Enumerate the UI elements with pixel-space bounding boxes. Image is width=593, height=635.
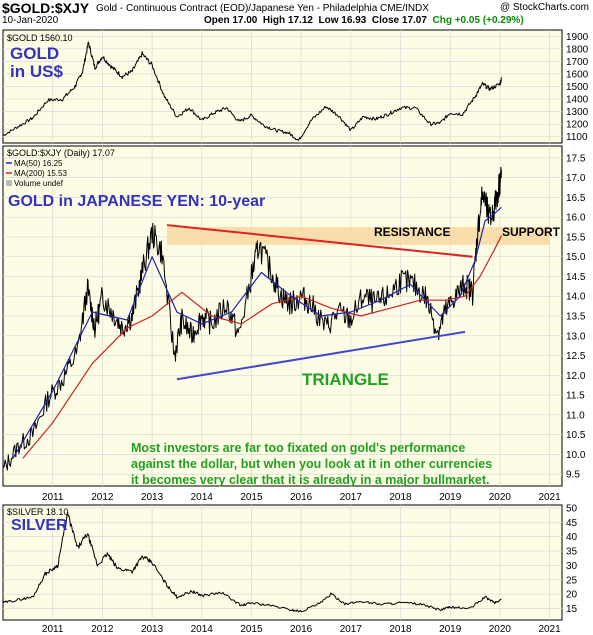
gold-jpy-panel-ytick-label: 16.5 (566, 193, 586, 204)
gold-jpy-panel-ytick-label: 13.5 (566, 312, 586, 323)
main-xtick-label: 2019 (439, 492, 462, 503)
resistance-trendline (166, 224, 473, 258)
gold-usd-panel-ytick-label: 1900 (566, 32, 589, 43)
silver-xtick-label: 2019 (439, 624, 462, 635)
silver-panel-ytick-label: 45 (566, 518, 578, 529)
gold-jpy-panel-ytick-label: 11.0 (566, 410, 585, 421)
gold-jpy-panel-ytick-label: 15.5 (566, 232, 586, 243)
main-legend-price: $GOLD:$XJY (Daily) 17.07 (7, 148, 115, 158)
gold-jpy-panel-ytick-label: 12.5 (566, 351, 586, 362)
close-value: Close 17.07 (371, 15, 427, 26)
gold-jpy-panel-ytick-label: 15.0 (566, 252, 586, 263)
resistance-label: RESISTANCE (374, 225, 450, 239)
gold-usd-legend: $GOLD 1560.10 (7, 33, 73, 43)
gold-jpy-panel-ytick-label: 10.5 (566, 430, 586, 441)
main-xtick-label: 2020 (489, 492, 512, 503)
gold-usd-line (2, 41, 502, 141)
silver-line (2, 512, 502, 613)
gold-usd-panel-ytick-label: 1400 (566, 95, 589, 106)
silver-xtick-label: 2021 (538, 624, 561, 635)
main-legend-volume: Volume undef (14, 179, 64, 188)
silver-annotation: SILVER (11, 517, 68, 534)
silver-xtick-label: 2015 (240, 624, 263, 635)
low-value: Low 16.93 (318, 15, 367, 26)
silver-panel-ytick-label: 15 (566, 604, 578, 615)
main-xtick-label: 2012 (91, 492, 114, 503)
gold-usd-panel-ytick-label: 1300 (566, 107, 589, 118)
symbol-description: Gold - Continuous Contract (EOD)/Japanes… (96, 3, 429, 14)
resistance-support-band (166, 227, 550, 245)
open-value: Open 17.00 (204, 15, 258, 26)
support-label: SUPPORT (502, 225, 561, 239)
silver-panel-ytick-label: 20 (566, 590, 578, 601)
gold-jpy-panel-ytick-label: 17.5 (566, 153, 586, 164)
chart-header: $GOLD:$XJY Gold - Continuous Contract (E… (0, 0, 593, 28)
silver-xtick-label: 2011 (42, 624, 64, 635)
volume-legend-swatch (6, 180, 12, 186)
support-trendline (176, 330, 466, 381)
gold-jpy-panel-ytick-label: 14.0 (566, 292, 586, 303)
main-xtick-label: 2018 (389, 492, 412, 503)
ma200-line (22, 235, 502, 459)
silver-xtick-label: 2013 (141, 624, 164, 635)
commentary-line-2: against the dollar, but when you look at… (131, 457, 492, 471)
gold-usd-panel-ytick-label: 1700 (566, 57, 589, 68)
commentary-line-1: Most investors are far too fixated on go… (131, 441, 465, 455)
silver-xtick-label: 2016 (290, 624, 313, 635)
main-xtick-label: 2011 (42, 492, 64, 503)
silver-xtick-label: 2012 (91, 624, 114, 635)
silver-xtick-label: 2018 (389, 624, 412, 635)
change-value: Chg +0.05 (+0.29%) (432, 15, 524, 26)
gold-usd-panel-ytick-label: 1100 (566, 132, 588, 143)
main-xtick-label: 2017 (340, 492, 363, 503)
gold-usd-panel-ytick-label: 1600 (566, 69, 589, 80)
gold-jpy-panel-ytick-label: 13.0 (566, 331, 586, 342)
silver-xtick-label: 2020 (489, 624, 512, 635)
triangle-label: TRIANGLE (302, 370, 389, 389)
ma50-line (12, 206, 502, 459)
gold-usd-panel-ytick-label: 1500 (566, 82, 589, 93)
main-xtick-label: 2014 (191, 492, 214, 503)
watermark: @ StockCharts.com (499, 2, 589, 13)
chart-date: 10-Jan-2020 (2, 15, 59, 26)
silver-xtick-label: 2014 (191, 624, 214, 635)
gold-usd-annotation-line2: in US$ (10, 62, 63, 81)
ohlc-readout: Open 17.00 High 17.12 Low 16.93 Close 17… (204, 15, 524, 26)
gold-usd-annotation-line1: GOLD (10, 44, 59, 63)
main-xtick-label: 2015 (240, 492, 263, 503)
silver-panel-ytick-label: 40 (566, 532, 578, 543)
gold-jpy-panel-ytick-label: 11.5 (566, 391, 585, 402)
silver-panel-ytick-label: 30 (566, 561, 578, 572)
silver-xtick-label: 2017 (340, 624, 363, 635)
gold-jpy-panel-ytick-label: 17.0 (566, 173, 586, 184)
high-value: High 17.12 (262, 15, 313, 26)
silver-panel-ytick-label: 25 (566, 575, 578, 586)
silver-legend: $SILVER 18.10 (7, 507, 68, 517)
gold-usd-panel-ytick-label: 1800 (566, 44, 589, 55)
main-xtick-label: 2016 (290, 492, 313, 503)
silver-panel-ytick-label: 50 (566, 503, 578, 514)
silver-panel-ytick-label: 35 (566, 547, 578, 558)
main-chart-title: GOLD in JAPANESE YEN: 10-year (8, 193, 265, 210)
main-xtick-label: 2021 (538, 492, 561, 503)
gold-jpy-panel-ytick-label: 12.0 (566, 371, 586, 382)
gold-jpy-panel-ytick-label: 14.5 (566, 272, 586, 283)
gold-jpy-panel-ytick-label: 16.0 (566, 213, 586, 224)
gold-jpy-panel-ytick-label: 10.0 (566, 450, 586, 461)
main-legend-ma50: MA(50) 16.25 (14, 159, 63, 168)
gold-usd-panel-ytick-label: 1200 (566, 120, 589, 131)
commentary-line-3: it becomes very clear that it is already… (131, 473, 489, 487)
gold-jpy-panel-ytick-label: 9.5 (566, 470, 580, 481)
main-xtick-label: 2013 (141, 492, 164, 503)
main-legend-ma200: MA(200) 15.53 (14, 169, 67, 178)
symbol-title: $GOLD:$XJY (2, 0, 90, 16)
